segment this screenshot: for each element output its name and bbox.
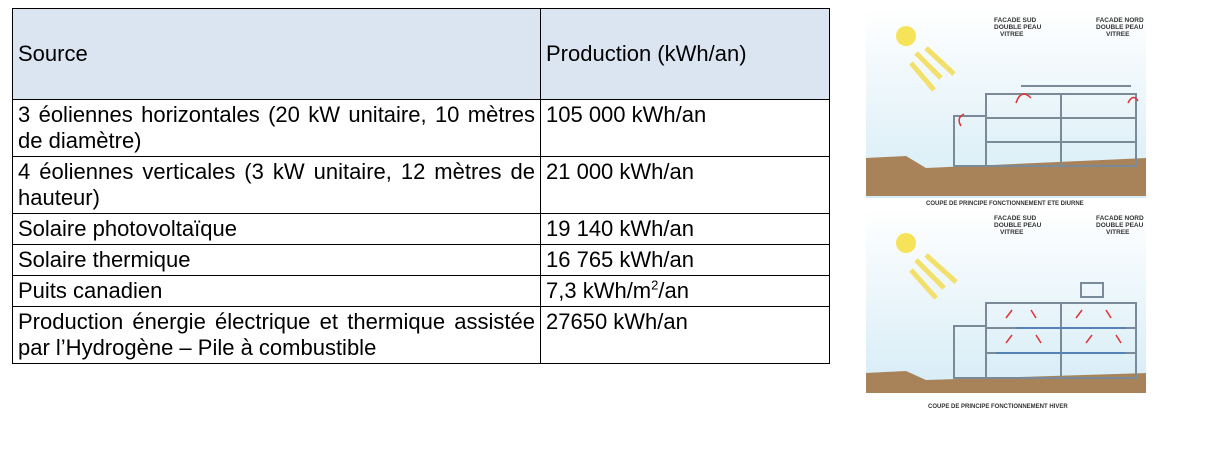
sun-rays bbox=[909, 253, 958, 300]
label: FACADE NORD bbox=[1096, 215, 1144, 222]
cell: 3 éoliennes horizontales (20 kW unitaire… bbox=[12, 99, 541, 157]
superscript: 2 bbox=[651, 277, 659, 293]
cell: 4 éoliennes verticales (3 kW unitaire, 1… bbox=[12, 156, 541, 214]
sun bbox=[896, 233, 916, 253]
label: DOUBLE PEAU bbox=[1096, 24, 1144, 31]
row: 4 éoliennes verticales (3 kW unitaire, 1… bbox=[12, 156, 830, 214]
cell-text: /an bbox=[658, 278, 689, 303]
production-table: Source Production (kWh/an) 3 éoliennes h… bbox=[12, 8, 830, 364]
airflow-blue bbox=[996, 327, 1126, 354]
sun-rays bbox=[909, 46, 956, 92]
caption: COUPE DE PRINCIPE FONCTIONNEMENT ETE DIU… bbox=[926, 201, 1084, 207]
label: FACADE SUD bbox=[994, 17, 1037, 24]
label: DOUBLE PEAU bbox=[1096, 222, 1144, 229]
label: VITREE bbox=[1106, 31, 1130, 38]
cell: 105 000 kWh/an bbox=[540, 99, 830, 157]
row: Solaire thermique 16 765 kWh/an bbox=[12, 244, 830, 276]
airflow bbox=[958, 93, 1139, 127]
cell: 21 000 kWh/an bbox=[540, 156, 830, 214]
cell: 16 765 kWh/an bbox=[540, 244, 830, 276]
caption: COUPE DE PRINCIPE FONCTIONNEMENT HIVER bbox=[928, 404, 1068, 410]
header-cell: Production (kWh/an) bbox=[540, 8, 830, 100]
label: DOUBLE PEAU bbox=[994, 24, 1042, 31]
cell: Production énergie électrique et thermiq… bbox=[12, 306, 541, 364]
cell: 19 140 kWh/an bbox=[540, 213, 830, 245]
cell: 27650 kWh/an bbox=[540, 306, 830, 364]
label: FACADE SUD bbox=[994, 215, 1037, 222]
row: Production énergie électrique et thermiq… bbox=[12, 306, 830, 364]
header-cell: Source bbox=[12, 8, 541, 100]
cell: 7,3 kWh/m2/an bbox=[540, 275, 830, 307]
label: VITREE bbox=[1000, 31, 1024, 38]
sun bbox=[896, 26, 916, 46]
label: VITREE bbox=[1000, 229, 1024, 236]
ground bbox=[866, 371, 1146, 393]
cell-text: 7,3 kWh/m bbox=[546, 278, 652, 303]
header-row: Source Production (kWh/an) bbox=[12, 8, 830, 100]
row: Puits canadien 7,3 kWh/m2/an bbox=[12, 275, 830, 307]
cell: Solaire thermique bbox=[12, 244, 541, 276]
row: Solaire photovoltaïque 19 140 kWh/an bbox=[12, 213, 830, 245]
section-diagram: FACADE SUD DOUBLE PEAU VITREE FACADE NOR… bbox=[866, 208, 1146, 410]
airflow bbox=[1005, 309, 1122, 344]
building bbox=[953, 85, 1137, 167]
label: VITREE bbox=[1106, 229, 1130, 236]
label: DOUBLE PEAU bbox=[994, 222, 1042, 229]
cell: Puits canadien bbox=[12, 275, 541, 307]
cell: Solaire photovoltaïque bbox=[12, 213, 541, 245]
label: FACADE NORD bbox=[1096, 17, 1144, 24]
row: 3 éoliennes horizontales (20 kW unitaire… bbox=[12, 99, 830, 157]
section-diagram: FACADE SUD DOUBLE PEAU VITREE FACADE NOR… bbox=[866, 8, 1146, 207]
